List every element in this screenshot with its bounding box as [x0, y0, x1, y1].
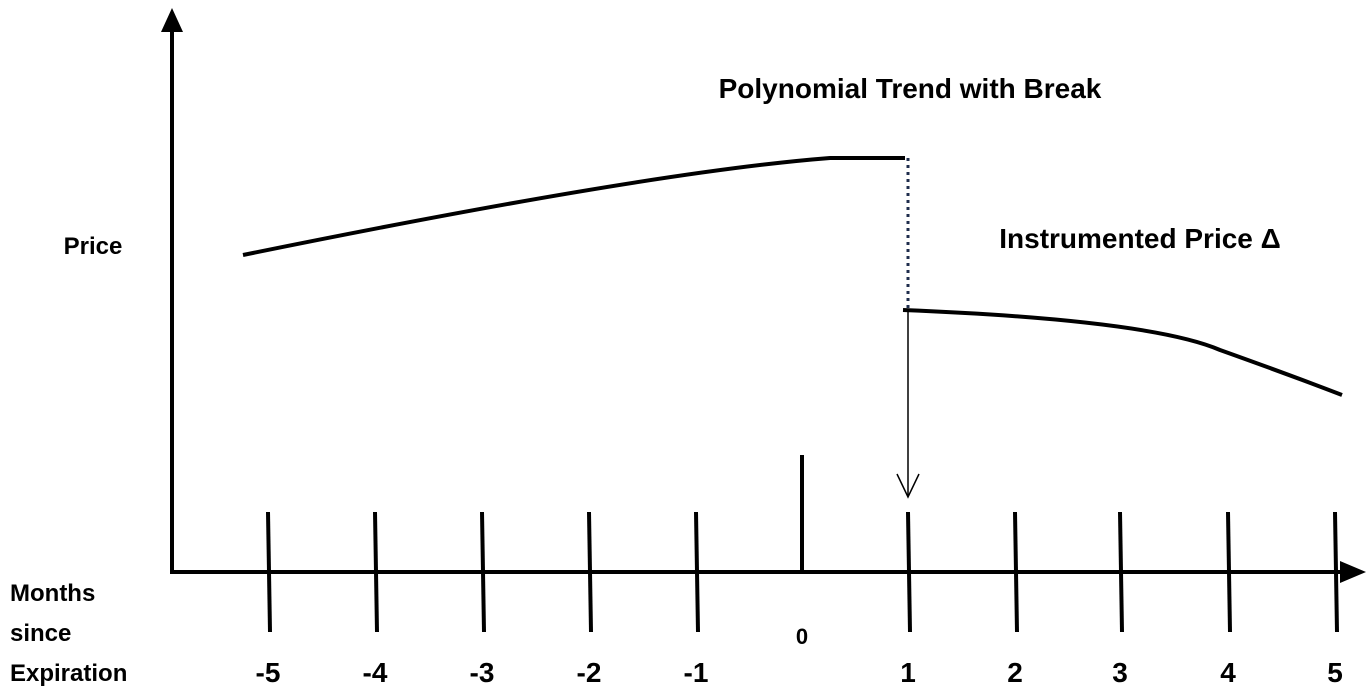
title: Polynomial Trend with Break — [719, 73, 1102, 104]
tick-label: -2 — [577, 657, 602, 688]
tick-label: 4 — [1220, 657, 1236, 688]
x-label-line: since — [10, 620, 71, 647]
annotation: Instrumented Price Δ — [999, 223, 1281, 254]
tick-label: -5 — [256, 657, 281, 688]
tick-mark — [1013, 511, 1019, 633]
tick-label: 3 — [1112, 657, 1128, 688]
ticks: -5 -4 -3 -2 -1 0 1 2 3 4 5 — [256, 455, 1343, 688]
x-label-line: Expiration — [10, 660, 127, 687]
trend-before — [242, 156, 905, 257]
arrow-head — [896, 473, 920, 499]
x-axis-arrow — [1340, 561, 1366, 583]
tick-mark — [373, 511, 379, 633]
tick-label: -3 — [470, 657, 495, 688]
tick-mark — [266, 511, 272, 633]
y-label: Price — [64, 233, 123, 260]
y-axis-arrow — [161, 8, 183, 32]
tick-label: -4 — [363, 657, 388, 688]
tick-label: 0 — [796, 624, 808, 649]
tick-mark — [1333, 511, 1339, 633]
x-label-line: Months — [10, 580, 95, 607]
tick-label: -1 — [684, 657, 709, 688]
tick-mark — [1118, 511, 1124, 633]
tick-label: 2 — [1007, 657, 1023, 688]
tick-mark — [587, 511, 593, 633]
trend-after — [902, 308, 1343, 397]
tick-label: 1 — [900, 657, 916, 688]
tick-mark — [1226, 511, 1232, 633]
tick-mark — [694, 511, 700, 633]
tick-mark — [906, 511, 912, 633]
tick-label: 5 — [1327, 657, 1343, 688]
tick-mark — [480, 511, 486, 633]
